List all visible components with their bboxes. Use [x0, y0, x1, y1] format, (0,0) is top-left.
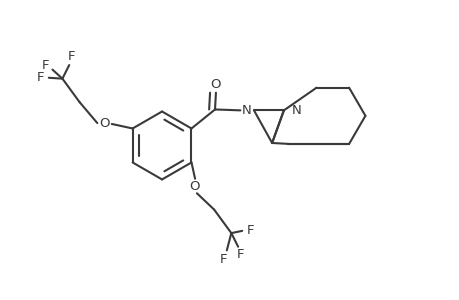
- Text: N: N: [291, 104, 301, 117]
- Text: F: F: [246, 224, 253, 237]
- Text: F: F: [37, 71, 45, 84]
- Text: F: F: [236, 248, 244, 261]
- Text: O: O: [210, 78, 221, 91]
- Text: O: O: [189, 179, 199, 193]
- Text: F: F: [41, 58, 49, 72]
- Text: F: F: [219, 253, 226, 266]
- Text: N: N: [241, 104, 251, 117]
- Text: F: F: [67, 50, 75, 63]
- Text: O: O: [99, 118, 110, 130]
